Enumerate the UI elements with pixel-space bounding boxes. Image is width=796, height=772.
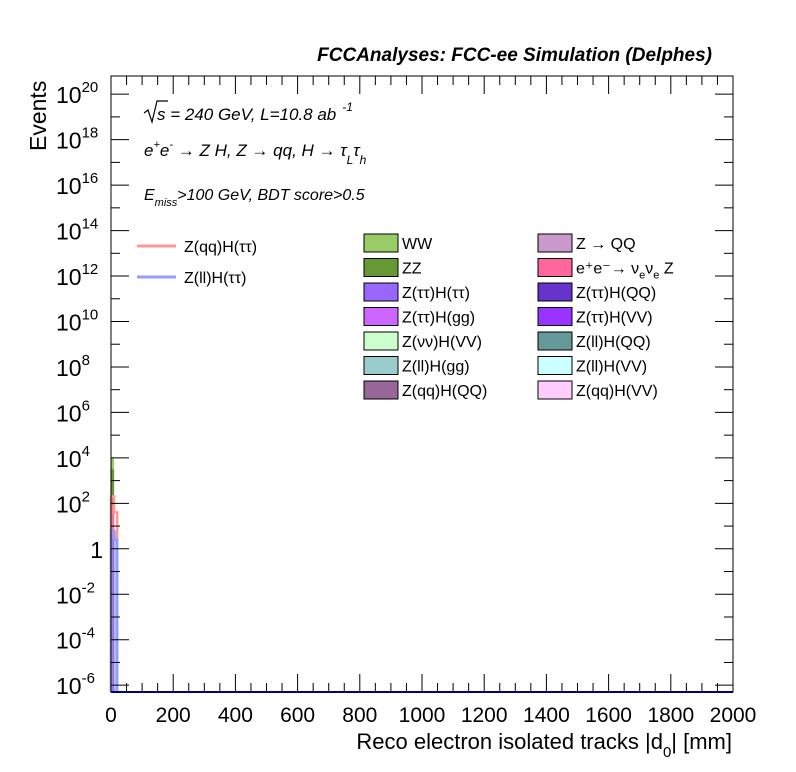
legend-signal: Z(qq)H(ττ) Z(ll)H(ττ) <box>137 239 257 287</box>
legend-box-swatch <box>363 331 399 351</box>
y-tick-label: 10-6 <box>56 670 95 699</box>
legend-line-label: Z(ll)H(ττ) <box>184 270 246 287</box>
x-tick-label: 600 <box>280 704 315 727</box>
legend-box-label: Z(ll)H(gg) <box>402 359 470 376</box>
legend-box-label: Z(ττ)H(ττ) <box>402 285 470 302</box>
sqrt-s-text: s <box>157 105 166 124</box>
annotation-cuts: Emiss>100 GeV, BDT score>0.5 <box>144 187 365 209</box>
x-axis-label-main: Reco electron isolated tracks |d <box>356 729 663 754</box>
legend-backgrounds: WW Z → QQ ZZ e⁺e⁻→ νeνe Z Z(ττ)H(ττ) Z(ττ)H(Q… <box>363 233 674 400</box>
y-tick-label: 1014 <box>56 216 98 245</box>
x-axis-ticks: 0 200 400 600 800 1000 1200 1400 1600 1800 2000 <box>105 76 756 727</box>
y-tick-label: 1010 <box>56 306 98 335</box>
y-tick-label: 10-4 <box>56 625 95 654</box>
legend-box-swatch <box>537 282 573 302</box>
legend-box-label: WW <box>402 236 433 253</box>
energy-text: = 240 GeV, L=10.8 ab <box>166 105 337 124</box>
x-tick-label: 1800 <box>647 704 694 727</box>
histogram-bar-1-0 <box>114 530 118 692</box>
annotation-energy: s = 240 GeV, L=10.8 ab -1 <box>143 100 353 125</box>
legend-box-swatch <box>537 233 573 253</box>
lumi-exp: -1 <box>342 100 353 114</box>
y-tick-label: 106 <box>56 397 90 426</box>
legend-box-label: Z(qq)H(QQ) <box>402 383 487 400</box>
legend-box-label: Z(ττ)H(QQ) <box>576 285 656 302</box>
x-tick-label: 1000 <box>399 704 446 727</box>
y-tick-label: 1012 <box>56 261 98 290</box>
svg-text:Emiss>100 GeV, BDT score>0.5: Emiss>100 GeV, BDT score>0.5 <box>144 187 365 209</box>
legend-box-swatch <box>363 233 399 253</box>
x-tick-label: 2000 <box>710 704 757 727</box>
x-tick-label: 1600 <box>585 704 632 727</box>
histogram-bar-0-3 <box>111 537 115 692</box>
legend-box-label: Z(ll)H(QQ) <box>576 334 651 351</box>
x-tick-label: 800 <box>342 704 377 727</box>
y-tick-label: 1 <box>90 537 103 563</box>
y-axis-label: Events <box>25 81 51 151</box>
annotation-process: e+e- → Z H, Z → qq, H → τLτh <box>144 139 367 167</box>
x-tick-label: 200 <box>156 704 191 727</box>
x-tick-label: 400 <box>218 704 253 727</box>
y-tick-label: 108 <box>56 352 90 381</box>
legend-box-swatch <box>537 380 573 400</box>
legend-box-label: Z(ττ)H(VV) <box>576 310 653 327</box>
x-tick-label: 0 <box>105 704 117 727</box>
x-tick-label: 1200 <box>461 704 508 727</box>
legend-box-swatch <box>363 307 399 326</box>
legend-box-label: ZZ <box>402 261 422 278</box>
histogram-stack <box>111 457 118 692</box>
x-axis-label: Reco electron isolated tracks |d0| [mm] <box>356 729 732 761</box>
y-tick-label: 10-2 <box>56 579 95 608</box>
legend-box-label: Z(ττ)H(gg) <box>402 310 475 327</box>
y-tick-label: 1020 <box>56 79 98 108</box>
x-axis-label-tail: | [mm] <box>671 729 732 754</box>
x-axis-label-sub: 0 <box>663 744 671 761</box>
chart-title: FCCAnalyses: FCC-ee Simulation (Delphes) <box>317 45 712 66</box>
legend-line-label: Z(qq)H(ττ) <box>184 239 257 256</box>
legend-box-swatch <box>363 258 399 277</box>
sqrt-symbol-icon <box>143 100 168 125</box>
y-tick-label: 102 <box>56 488 90 517</box>
legend-box-swatch <box>363 380 399 400</box>
y-tick-label: 1018 <box>56 125 98 154</box>
y-tick-label: 104 <box>56 443 90 472</box>
y-tick-label: 1016 <box>56 170 98 199</box>
legend-box-label: Z(ll)H(VV) <box>576 359 647 376</box>
legend-box-swatch <box>537 307 573 326</box>
legend-box-label: Z(qq)H(VV) <box>576 383 658 400</box>
legend-box-swatch <box>363 356 399 375</box>
legend-box-swatch <box>537 356 573 375</box>
legend-box-swatch <box>363 282 399 302</box>
legend-box-swatch <box>537 258 573 277</box>
legend-box-label: Z(νν)H(VV) <box>402 334 482 351</box>
svg-text:e+e- → Z H, Z → qq, H → τLτh: e+e- → Z H, Z → qq, H → τLτh <box>144 139 367 167</box>
legend-box-swatch <box>537 331 573 351</box>
legend-box-label: e⁺e⁻→ νeνe Z <box>576 261 674 282</box>
legend-box-label: Z → QQ <box>576 236 636 253</box>
x-tick-label: 1400 <box>523 704 570 727</box>
svg-text:s = 240 GeV, L=10.8 ab-1: s = 240 GeV, L=10.8 ab -1 <box>157 100 353 124</box>
